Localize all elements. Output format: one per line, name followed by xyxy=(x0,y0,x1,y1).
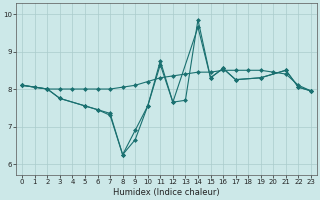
X-axis label: Humidex (Indice chaleur): Humidex (Indice chaleur) xyxy=(113,188,220,197)
